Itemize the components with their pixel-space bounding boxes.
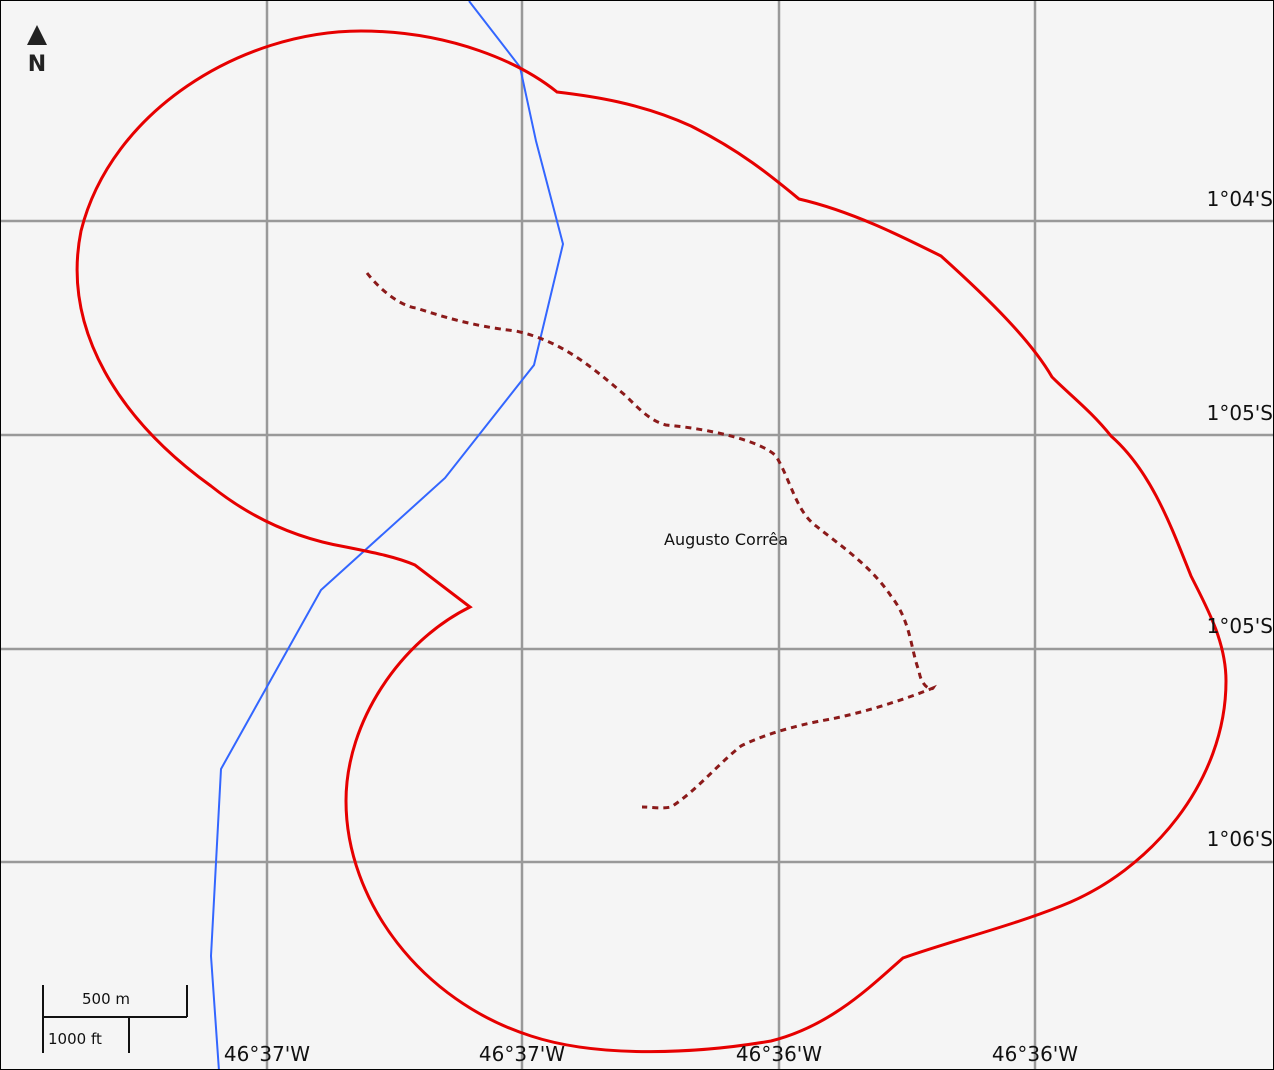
scale-bar: 500 m 1000 ft [42,985,188,1053]
longitude-label: 46°37'W [224,1042,310,1066]
north-letter: N [28,52,46,77]
latitude-label: 1°05'S [1207,614,1273,638]
latitude-label: 1°05'S [1207,401,1273,425]
dashed-road [365,272,937,810]
latitude-label: 1°04'S [1207,187,1273,211]
north-arrow-icon [27,25,47,45]
scale-imperial-label: 1000 ft [48,1030,102,1048]
river-line [209,1,565,1069]
latitude-label: 1°06'S [1207,827,1273,851]
place-label: Augusto Corrêa [664,530,788,549]
north-arrow: N [27,25,47,77]
municipal-boundary [75,29,1228,1054]
longitude-label: 46°36'W [992,1042,1078,1066]
longitude-label: 46°36'W [736,1042,822,1066]
scale-metric-label: 500 m [82,990,130,1008]
longitude-label: 46°37'W [479,1042,565,1066]
